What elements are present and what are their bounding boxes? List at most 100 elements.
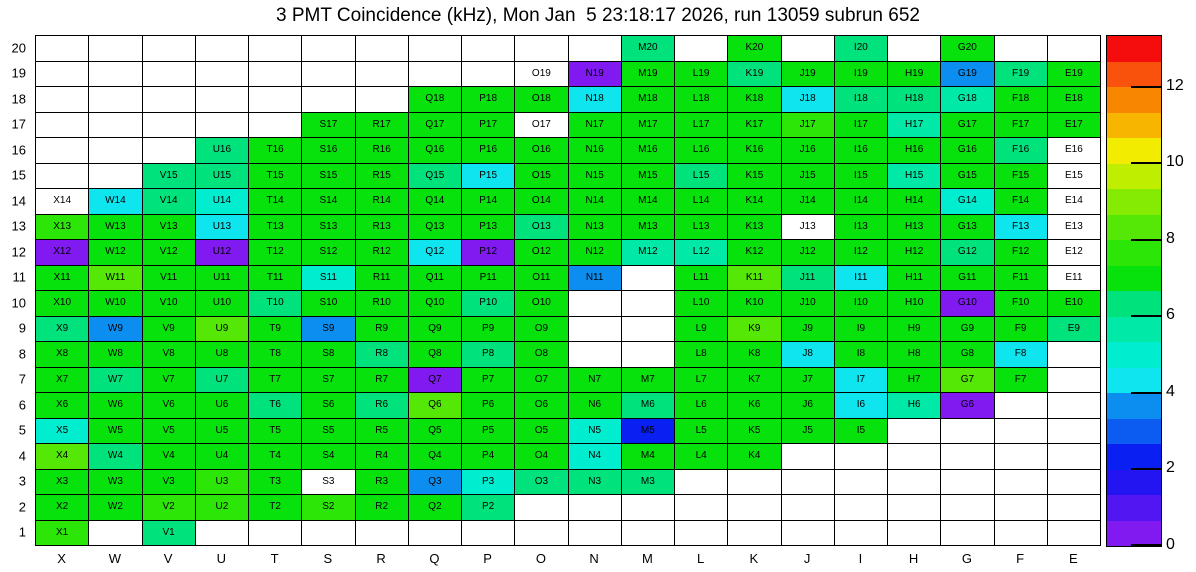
cell-R6: R6 [354,392,408,418]
cell-L5: L5 [674,417,728,443]
cell-K16: K16 [727,137,781,163]
cell-H9: H9 [887,315,941,341]
cell-K15: K15 [727,162,781,188]
cell-U12: U12 [194,239,248,265]
cell-L13: L13 [674,213,728,239]
cell-L7: L7 [674,366,728,392]
cell-J8: J8 [780,341,834,367]
cell-T18 [248,86,302,112]
cell-W14: W14 [88,188,142,214]
cell-L16: L16 [674,137,728,163]
cell-L20 [674,35,728,61]
cell-E18: E18 [1046,86,1100,112]
cell-T13: T13 [248,213,302,239]
cell-X4: X4 [35,443,89,469]
cell-O10: O10 [514,290,568,316]
cell-J10: J10 [780,290,834,316]
cell-F17: F17 [993,111,1047,137]
cell-S8: S8 [301,341,355,367]
cell-G3 [940,468,994,494]
cell-P2: P2 [461,494,515,520]
cell-J19: J19 [780,60,834,86]
cell-I7: I7 [833,366,887,392]
cell-K10: K10 [727,290,781,316]
cell-F10: F10 [993,290,1047,316]
cell-N3: N3 [567,468,621,494]
cell-J11: J11 [780,264,834,290]
cell-L14: L14 [674,188,728,214]
cell-K6: K6 [727,392,781,418]
cell-J6: J6 [780,392,834,418]
x-tick-label-W: W [108,551,122,566]
cell-T19 [248,60,302,86]
cell-T3: T3 [248,468,302,494]
cell-U5: U5 [194,417,248,443]
cell-K20: K20 [727,35,781,61]
cell-H12: H12 [887,239,941,265]
cell-J7: J7 [780,366,834,392]
cell-Q14: Q14 [407,188,461,214]
cell-W18 [88,86,142,112]
cell-K2 [727,494,781,520]
cell-O15: O15 [514,162,568,188]
cell-Q18: Q18 [407,86,461,112]
colorbar-band [1107,87,1161,113]
cell-G20: G20 [940,35,994,61]
cell-G4 [940,443,994,469]
cell-P11: P11 [461,264,515,290]
cell-W11: W11 [88,264,142,290]
cell-R7: R7 [354,366,408,392]
cell-H17: H17 [887,111,941,137]
cell-M10 [620,290,674,316]
cell-P17: P17 [461,111,515,137]
y-tick-label-9: 9 [18,320,26,336]
cell-I1 [833,519,887,545]
cell-X16 [35,137,89,163]
colorbar-tick-label-2: 2 [1166,459,1175,477]
cell-W20 [88,35,142,61]
cell-H5 [887,417,941,443]
cell-F16: F16 [993,137,1047,163]
cell-N8 [567,341,621,367]
y-tick-label-13: 13 [11,218,26,234]
cell-E9: E9 [1046,315,1100,341]
x-tick-label-F: F [1016,551,1025,566]
cell-W1 [88,519,142,545]
cell-M19: M19 [620,60,674,86]
cell-Q13: Q13 [407,213,461,239]
cell-I4 [833,443,887,469]
colorbar-tick [1131,238,1161,241]
cell-O14: O14 [514,188,568,214]
cell-X8: X8 [35,341,89,367]
cell-M2 [620,494,674,520]
x-tick-label-M: M [641,551,653,566]
cell-T10: T10 [248,290,302,316]
cell-M11 [620,264,674,290]
cell-J4 [780,443,834,469]
cell-L15: L15 [674,162,728,188]
cell-O16: O16 [514,137,568,163]
cell-V9: V9 [141,315,195,341]
cell-I6: I6 [833,392,887,418]
y-tick-label-2: 2 [18,499,26,515]
cell-V13: V13 [141,213,195,239]
cell-X15 [35,162,89,188]
colorbar-band [1107,61,1161,87]
cell-J12: J12 [780,239,834,265]
cell-L19: L19 [674,60,728,86]
cell-W19 [88,60,142,86]
y-tick-label-20: 20 [11,40,26,56]
cell-T2: T2 [248,494,302,520]
cell-R19 [354,60,408,86]
cell-Q1 [407,519,461,545]
cell-G17: G17 [940,111,994,137]
cell-R14: R14 [354,188,408,214]
cell-U20 [194,35,248,61]
cell-O4: O4 [514,443,568,469]
chart-title: 3 PMT Coincidence (kHz), Mon Jan 5 23:18… [276,5,920,26]
cell-E15: E15 [1046,162,1100,188]
cell-X5: X5 [35,417,89,443]
cell-Q6: Q6 [407,392,461,418]
cell-R20 [354,35,408,61]
